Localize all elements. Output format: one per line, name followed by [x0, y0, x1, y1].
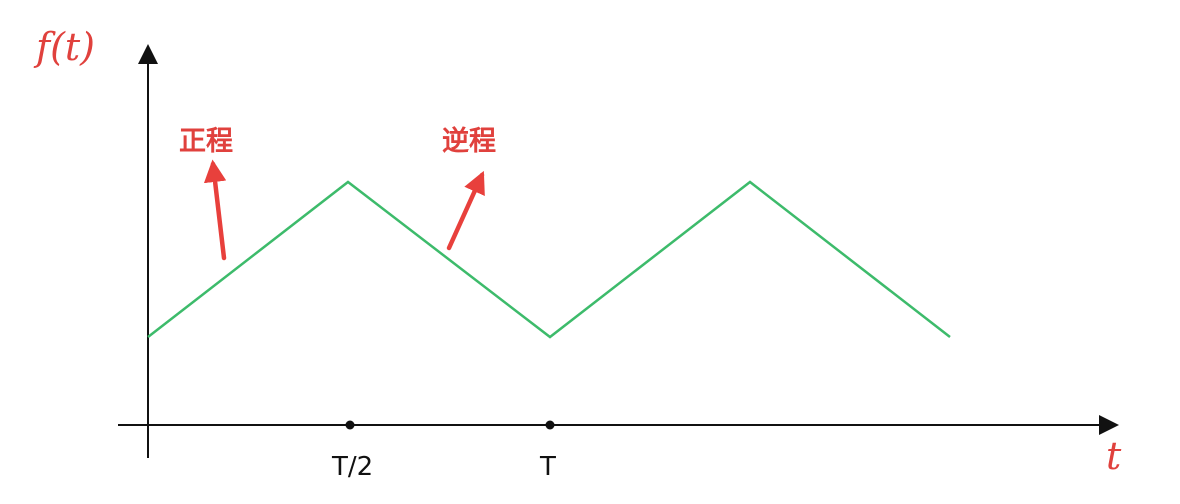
tick-label-half-period: T/2 — [331, 452, 373, 482]
y-axis-label: f(t) — [33, 25, 95, 69]
reverse-sweep-arrow — [446, 170, 485, 251]
tick-mark-half-period — [345, 420, 355, 430]
forward-sweep-arrow — [203, 159, 227, 261]
triangle-waveform — [147, 180, 951, 339]
forward-sweep-label: 正程 — [179, 126, 233, 157]
x-axis-label: t — [1106, 434, 1122, 478]
tick-mark-period — [545, 420, 555, 430]
tick-label-period: T — [539, 452, 556, 482]
reverse-sweep-label: 逆程 — [442, 125, 496, 157]
